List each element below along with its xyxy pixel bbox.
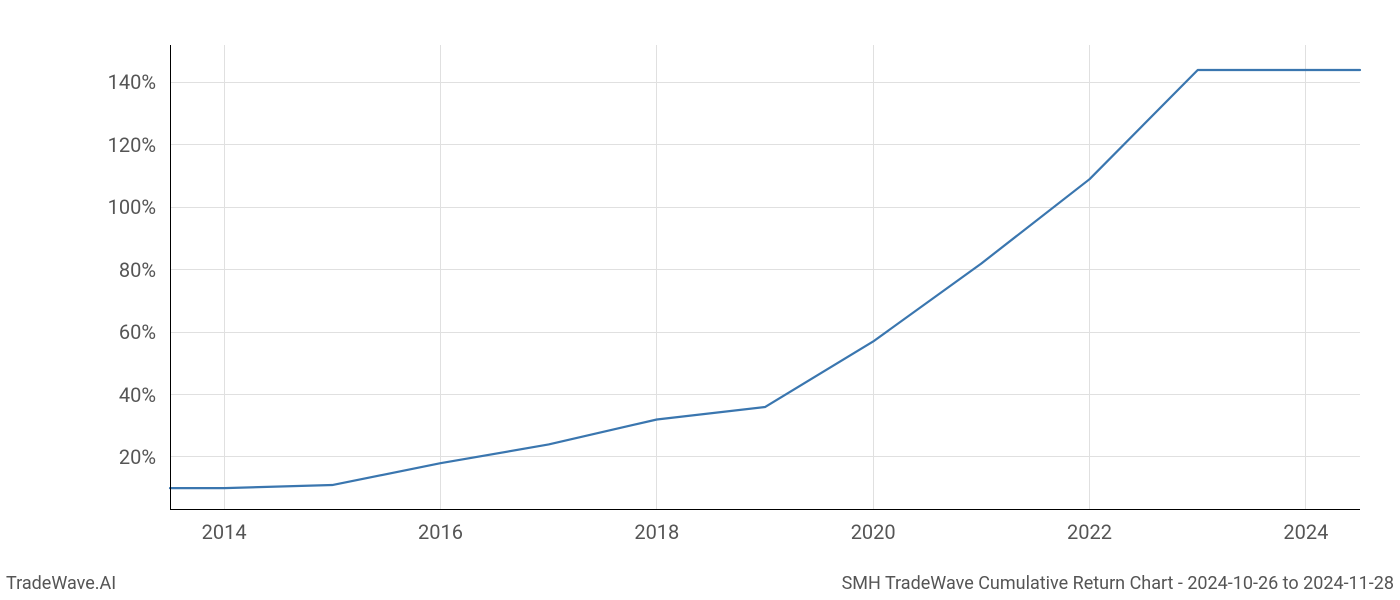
footer-right-label: SMH TradeWave Cumulative Return Chart - … [842, 573, 1394, 594]
y-tick-label: 80% [119, 258, 156, 282]
footer-left-label: TradeWave.AI [6, 573, 116, 594]
y-tick-label: 40% [119, 383, 156, 407]
plot-area [170, 45, 1360, 510]
x-tick-label: 2016 [418, 520, 463, 544]
y-tick-label: 20% [119, 445, 156, 469]
y-tick-label: 100% [108, 195, 156, 219]
x-tick-label: 2018 [634, 520, 679, 544]
spine-left [170, 45, 171, 510]
x-tick-label: 2024 [1283, 520, 1328, 544]
line-series [170, 45, 1360, 510]
spine-bottom [170, 509, 1360, 510]
chart-figure: 2014 2016 2018 2020 2022 2024 20% 40% 60% 80% 100… [0, 0, 1400, 600]
y-tick-label: 60% [119, 320, 156, 344]
y-tick-label: 120% [108, 133, 156, 157]
cumulative-return-line [170, 70, 1360, 488]
x-tick-label: 2022 [1067, 520, 1112, 544]
y-tick-label: 140% [108, 70, 156, 94]
x-tick-label: 2020 [851, 520, 896, 544]
x-tick-label: 2014 [202, 520, 247, 544]
